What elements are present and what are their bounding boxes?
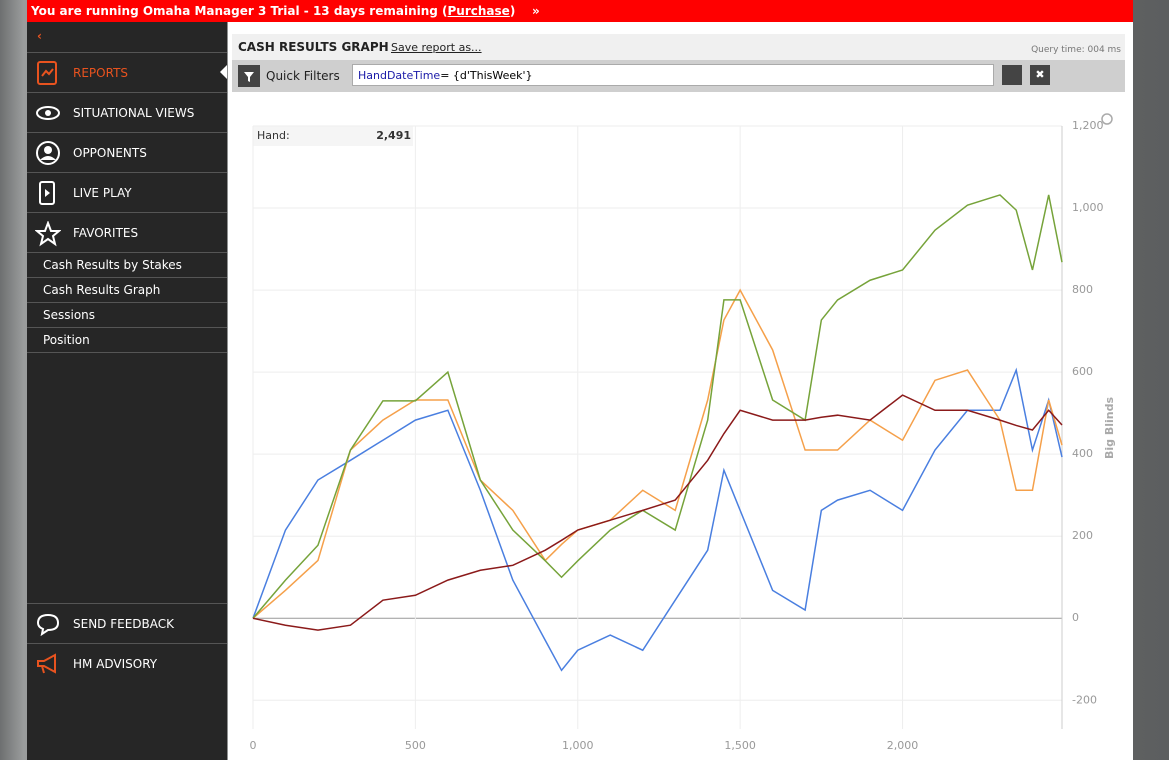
y-tick-label: 1,200 <box>1072 119 1104 132</box>
series-line <box>252 394 1063 631</box>
banner-text: ) <box>509 4 516 18</box>
nav-item[interactable]: SEND FEEDBACK <box>27 604 227 644</box>
nav-item[interactable]: REPORTS <box>27 53 227 93</box>
filter-icon[interactable] <box>238 65 260 87</box>
y-tick-label: 0 <box>1072 611 1079 624</box>
active-marker <box>213 65 227 79</box>
readout-box <box>253 126 413 146</box>
zoom-icon[interactable] <box>1101 113 1113 125</box>
report-title: CASH RESULTS GRAPH <box>238 40 389 54</box>
x-tick-label: 1,500 <box>724 739 756 752</box>
filter-field: HandDateTime <box>358 69 441 82</box>
footer-nav: SEND FEEDBACK HM ADVISORY <box>27 603 227 683</box>
query-time: Query time: 004 ms <box>1031 45 1121 55</box>
nav-label: REPORTS <box>73 65 129 80</box>
nav-label: OPPONENTS <box>73 145 147 160</box>
nav-label: FAVORITES <box>73 225 139 240</box>
icon <box>37 653 56 674</box>
nav-item[interactable]: FAVORITES <box>27 213 227 253</box>
icon <box>36 613 60 636</box>
favorite-item[interactable]: Position <box>27 328 227 353</box>
y-tick-label: 800 <box>1072 283 1093 296</box>
y-tick-label: 1,000 <box>1072 201 1104 214</box>
x-tick-label: 0 <box>250 739 257 752</box>
filter-value: = {d'ThisWeek'} <box>440 69 533 82</box>
back-button[interactable]: ‹ <box>27 22 227 53</box>
filter-label: Quick Filters <box>266 69 340 83</box>
icon <box>36 106 60 120</box>
clear-filter-button[interactable]: ✖ <box>1030 65 1050 85</box>
y-tick-label: 600 <box>1072 365 1093 378</box>
icon <box>35 221 61 247</box>
purchase-link[interactable]: Purchase <box>447 4 510 18</box>
nav-label: SEND FEEDBACK <box>73 616 175 631</box>
favorite-item[interactable]: Sessions <box>27 303 227 328</box>
x-tick-label: 1,000 <box>562 739 594 752</box>
y-axis-label: Big Blinds <box>1103 397 1116 459</box>
nav-item[interactable]: OPPONENTS <box>27 133 227 173</box>
nav-item[interactable]: SITUATIONAL VIEWS <box>27 93 227 133</box>
nav-label: HM ADVISORY <box>73 656 158 671</box>
series-line <box>252 194 1063 619</box>
trial-banner: You are running Omaha Manager 3 Trial - … <box>27 0 1133 22</box>
favorite-item[interactable]: Cash Results Graph <box>27 278 227 303</box>
nav-item[interactable]: LIVE PLAY <box>27 173 227 213</box>
nav-label: LIVE PLAY <box>73 185 132 200</box>
icon <box>39 181 55 205</box>
save-link[interactable]: Save report as... <box>391 41 482 54</box>
banner-text: You are running Omaha Manager 3 Trial - … <box>31 4 448 18</box>
nav-item[interactable]: HM ADVISORY <box>27 644 227 683</box>
filter-bar: Quick Filters HandDateTime= {d'ThisWeek'… <box>232 60 1125 92</box>
icon <box>36 141 60 165</box>
x-tick-label: 2,000 <box>887 739 919 752</box>
y-tick-label: -200 <box>1072 693 1097 706</box>
favorite-item[interactable]: Cash Results by Stakes <box>27 253 227 278</box>
filter-input[interactable]: HandDateTime= {d'ThisWeek'} <box>352 64 994 86</box>
save-filter-button[interactable] <box>1002 65 1022 85</box>
nav-label: SITUATIONAL VIEWS <box>73 105 195 120</box>
readout-value: 2,491 <box>376 129 411 142</box>
x-tick-label: 500 <box>405 739 426 752</box>
icon <box>37 61 57 85</box>
sidebar: ‹ REPORTS SITUATIONAL VIEWS OPPONENTS LI… <box>27 22 227 760</box>
readout-label: Hand: <box>257 129 290 142</box>
y-tick-label: 400 <box>1072 447 1093 460</box>
y-tick-label: 200 <box>1072 529 1093 542</box>
report-header: CASH RESULTS GRAPH Save report as... Que… <box>232 34 1125 60</box>
